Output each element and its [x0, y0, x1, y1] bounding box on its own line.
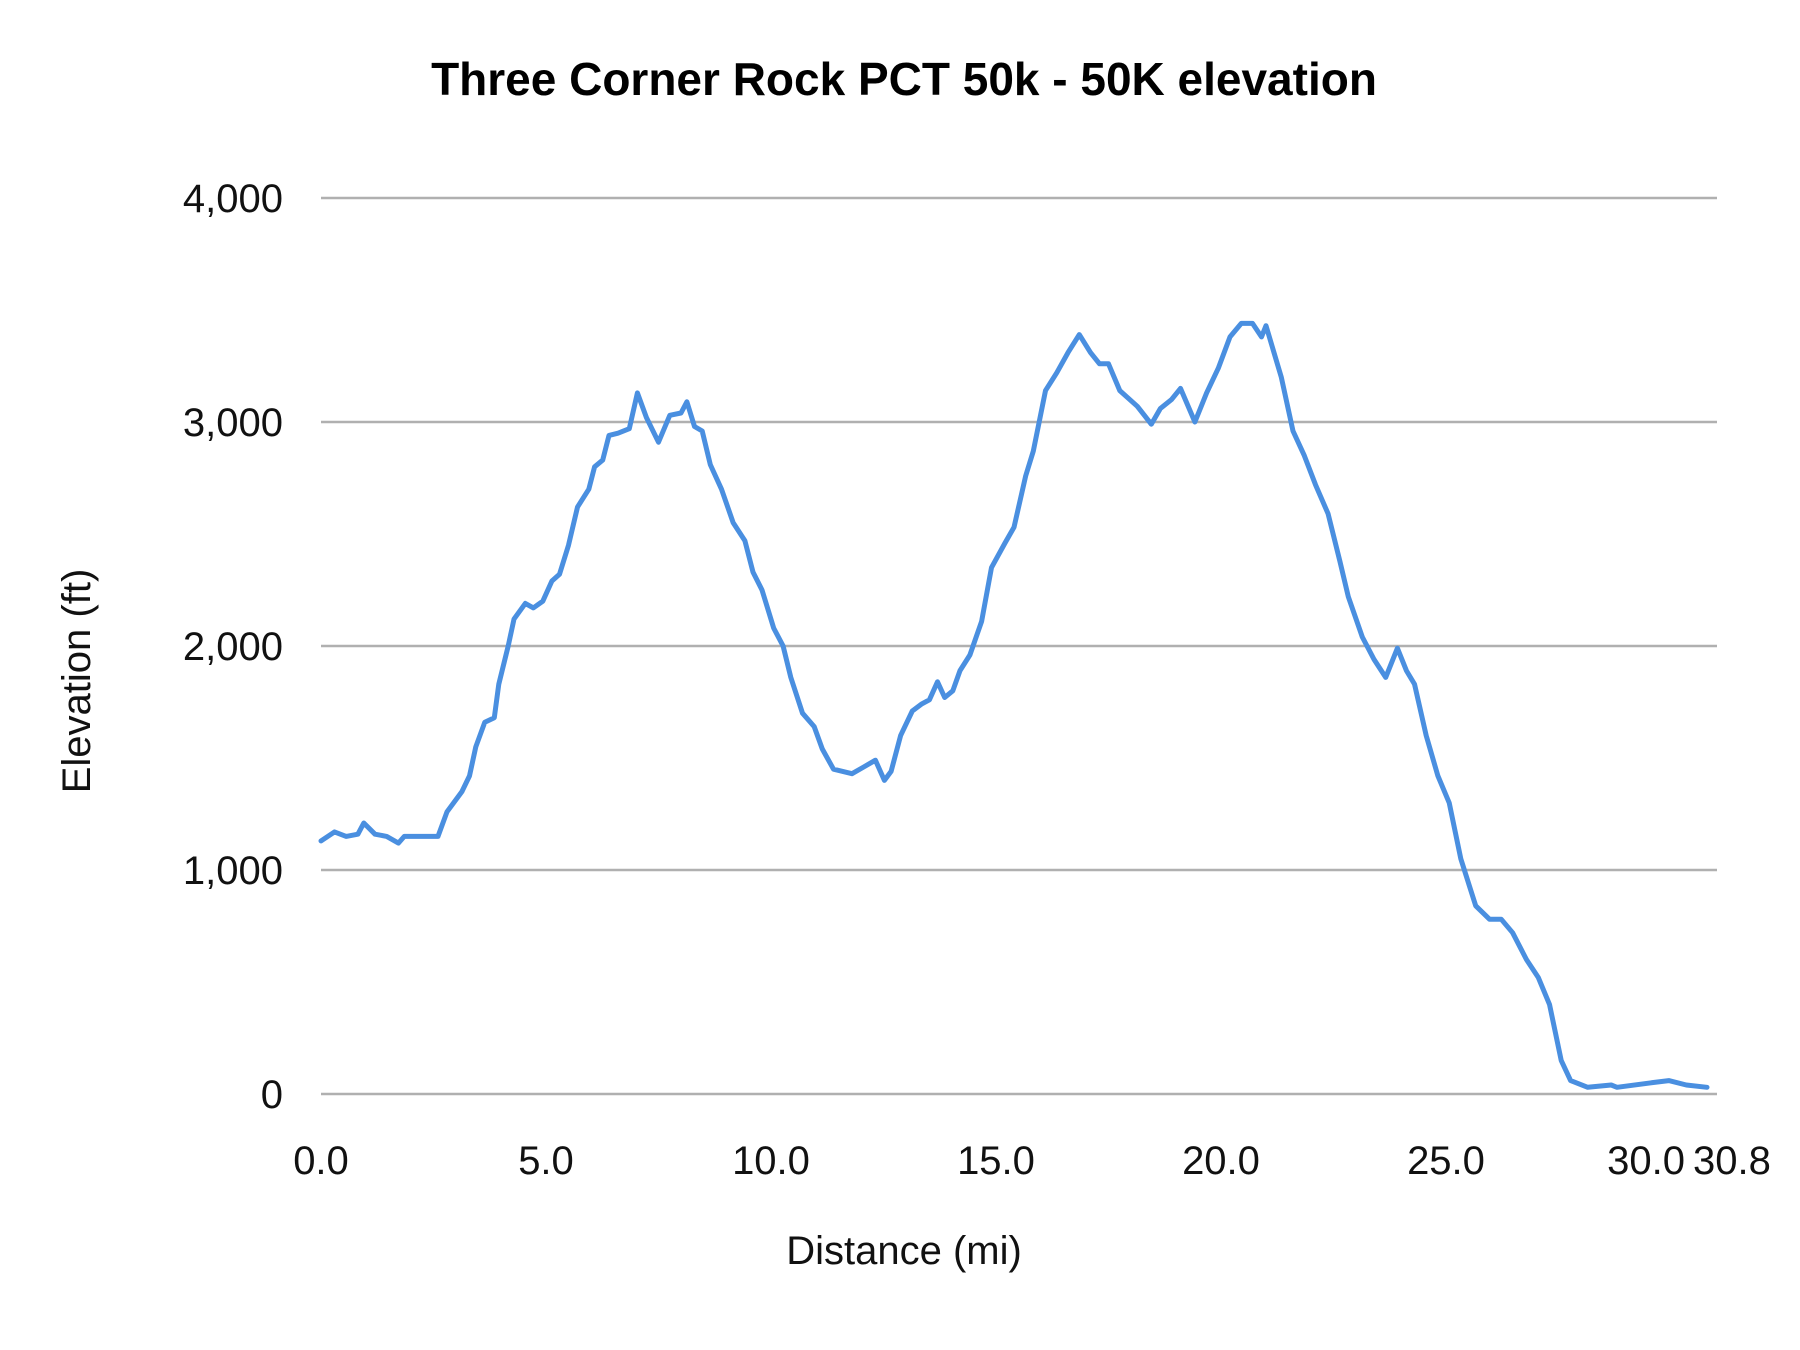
y-tick-label: 1,000 [183, 849, 283, 893]
x-tick-label: 20.0 [1182, 1139, 1260, 1183]
chart-title: Three Corner Rock PCT 50k - 50K elevatio… [431, 53, 1377, 105]
y-tick-label: 2,000 [183, 625, 283, 669]
x-tick-label: 30.0 [1607, 1139, 1685, 1183]
y-axis-title: Elevation (ft) [55, 569, 99, 794]
x-tick-label: 15.0 [957, 1139, 1035, 1183]
elevation-line [318, 320, 1710, 1090]
x-tick-label: 25.0 [1407, 1139, 1485, 1183]
y-tick-label: 3,000 [183, 401, 283, 445]
x-tick-labels: 0.0 5.0 10.0 15.0 20.0 25.0 30.0 30.8 [293, 1139, 1771, 1183]
x-tick-label: 0.0 [293, 1139, 349, 1183]
x-tick-label: 5.0 [518, 1139, 574, 1183]
x-axis-title: Distance (mi) [786, 1229, 1022, 1273]
x-tick-label: 30.8 [1693, 1139, 1771, 1183]
x-tick-label: 10.0 [732, 1139, 810, 1183]
y-tick-labels: 0 1,000 2,000 3,000 4,000 [183, 177, 283, 1117]
y-tick-label: 4,000 [183, 177, 283, 221]
y-tick-label: 0 [261, 1073, 283, 1117]
gridlines [321, 196, 1717, 1096]
